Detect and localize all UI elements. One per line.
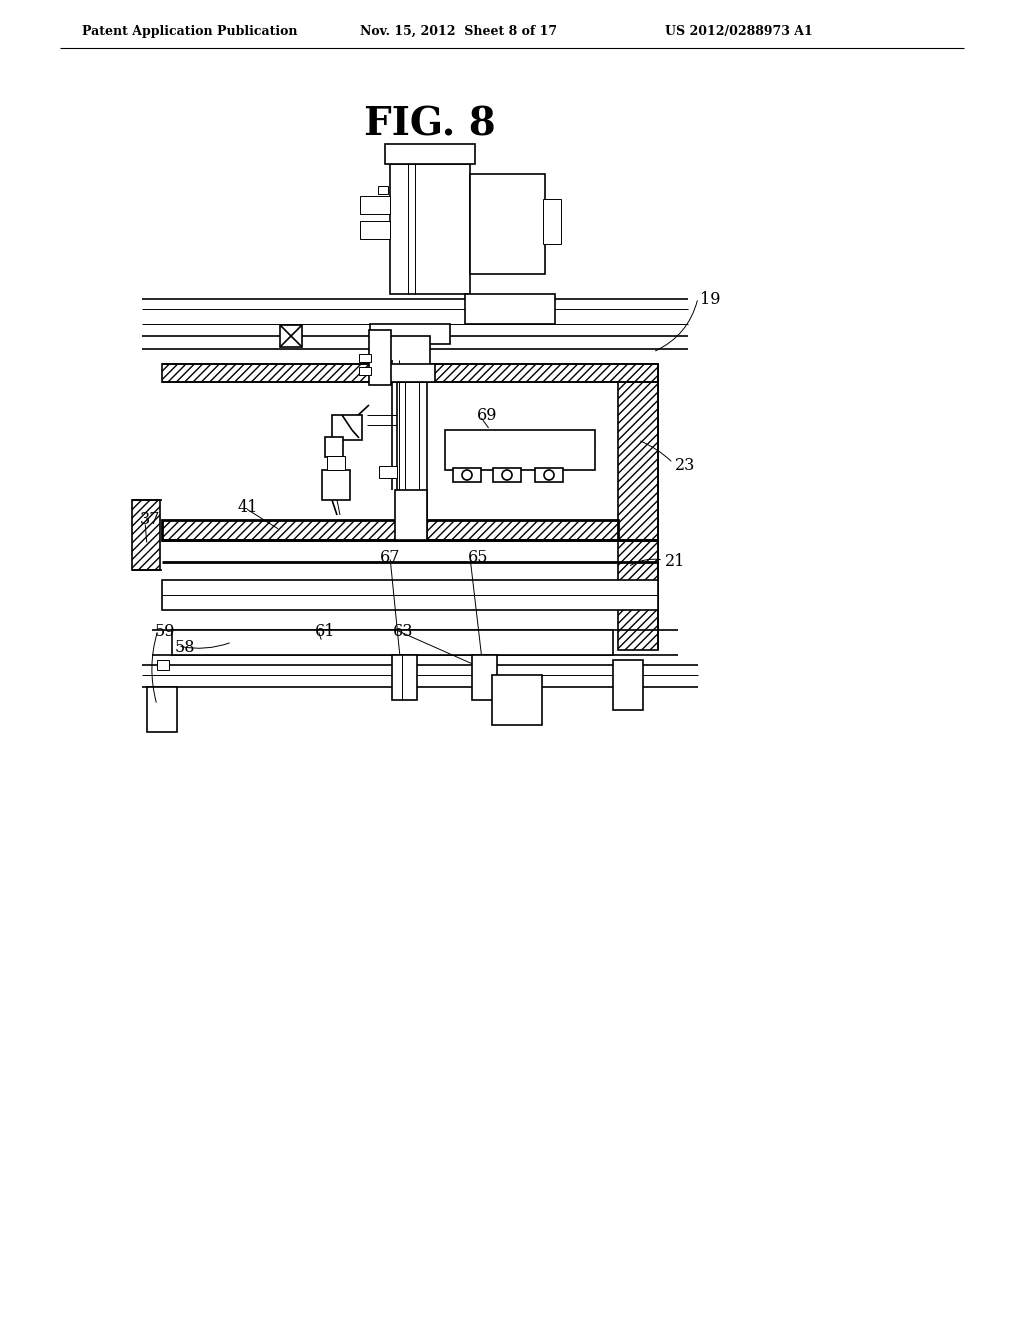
Bar xyxy=(162,579,658,610)
Bar xyxy=(132,500,160,570)
Bar xyxy=(327,455,345,470)
Text: 65: 65 xyxy=(468,549,488,565)
Bar xyxy=(360,195,390,214)
Bar xyxy=(390,164,470,294)
Bar xyxy=(395,490,427,540)
Text: 63: 63 xyxy=(393,623,414,640)
Bar xyxy=(445,430,595,470)
Text: 69: 69 xyxy=(477,407,498,424)
Text: Nov. 15, 2012  Sheet 8 of 17: Nov. 15, 2012 Sheet 8 of 17 xyxy=(360,25,557,38)
Text: 23: 23 xyxy=(675,457,695,474)
Bar xyxy=(492,675,542,725)
Bar xyxy=(147,686,177,733)
Bar xyxy=(453,469,481,482)
Bar xyxy=(359,354,371,362)
Bar xyxy=(535,469,563,482)
Bar xyxy=(543,199,561,244)
Bar xyxy=(618,364,658,649)
Bar xyxy=(280,325,302,347)
Bar xyxy=(360,220,390,239)
Bar xyxy=(465,294,555,323)
Text: FIG. 8: FIG. 8 xyxy=(365,106,496,143)
Bar xyxy=(359,367,371,375)
Text: Patent Application Publication: Patent Application Publication xyxy=(82,25,298,38)
Bar xyxy=(613,660,643,710)
Text: 58: 58 xyxy=(175,639,196,656)
Text: 59: 59 xyxy=(155,623,175,640)
Bar xyxy=(378,186,388,194)
Text: 19: 19 xyxy=(700,292,721,309)
Bar xyxy=(325,437,343,457)
Text: 67: 67 xyxy=(380,549,400,565)
Bar xyxy=(322,470,350,500)
Bar xyxy=(472,655,497,700)
Bar xyxy=(332,414,362,440)
Bar xyxy=(379,466,397,478)
Bar xyxy=(370,323,450,345)
Bar xyxy=(157,660,169,671)
Bar xyxy=(369,330,391,385)
Bar xyxy=(493,469,521,482)
Bar xyxy=(172,630,613,655)
Bar xyxy=(389,364,435,381)
Bar xyxy=(162,364,658,381)
Bar xyxy=(390,337,430,381)
Bar xyxy=(392,655,417,700)
Bar xyxy=(385,144,475,164)
Bar xyxy=(162,520,618,540)
Bar xyxy=(470,174,545,275)
Text: 37: 37 xyxy=(140,511,161,528)
Text: 41: 41 xyxy=(238,499,258,516)
Text: 61: 61 xyxy=(315,623,336,640)
Text: 21: 21 xyxy=(665,553,685,570)
Text: US 2012/0288973 A1: US 2012/0288973 A1 xyxy=(665,25,813,38)
Bar xyxy=(397,381,427,540)
